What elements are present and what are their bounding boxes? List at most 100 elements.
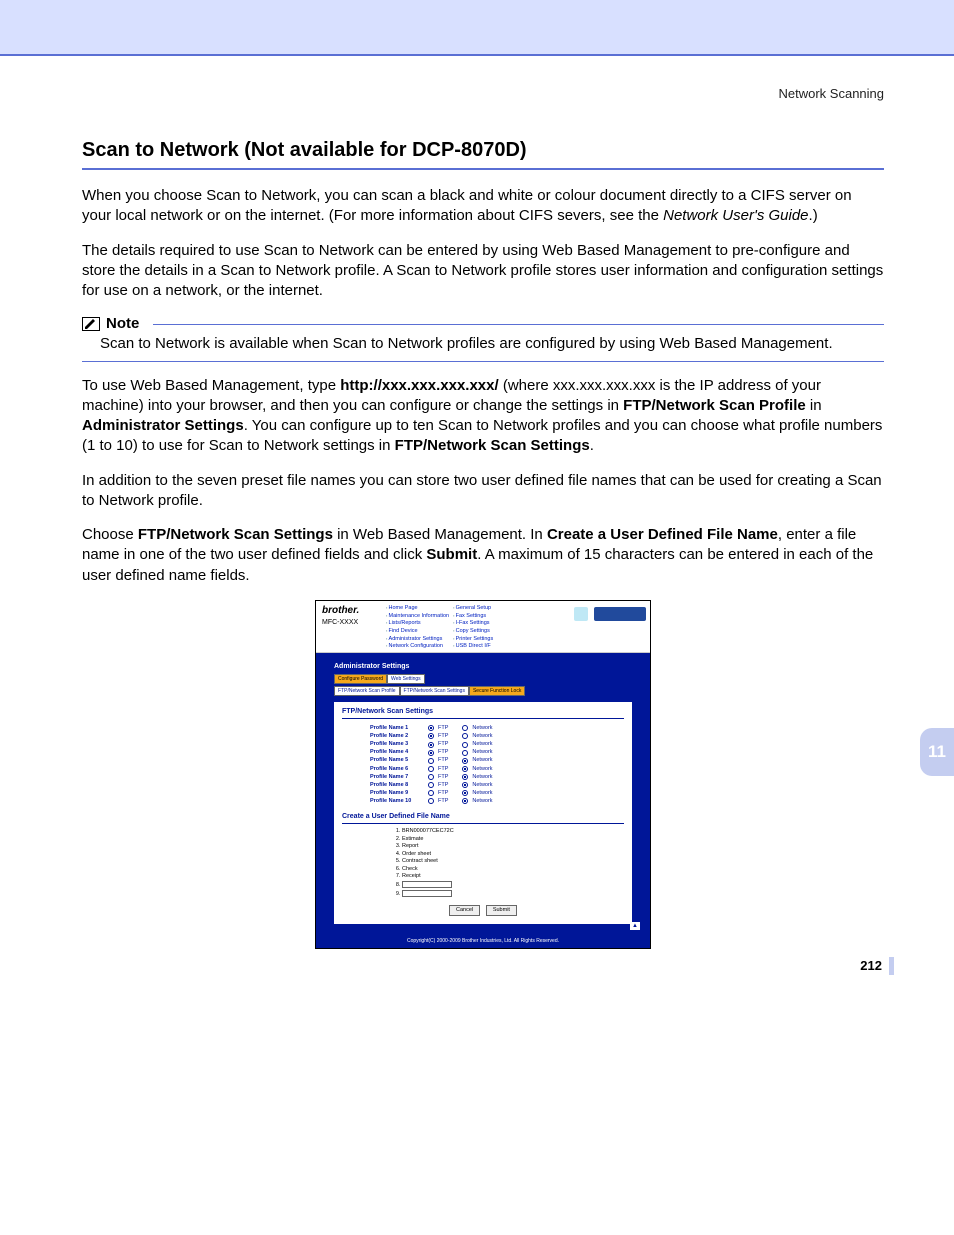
radio-network[interactable]: [462, 766, 468, 772]
radio-ftp[interactable]: [428, 766, 434, 772]
title-rule: [82, 168, 884, 170]
nav-link[interactable]: Printer Settings: [453, 635, 493, 643]
text-bold: FTP/Network Scan Settings: [138, 526, 333, 543]
radio-network[interactable]: [462, 774, 468, 780]
subtab[interactable]: FTP/Network Scan Settings: [400, 686, 469, 696]
radio-label: FTP: [438, 782, 448, 789]
profiles-list: Profile Name 1FTPNetworkProfile Name 2FT…: [342, 725, 624, 804]
copyright-text: Copyright(C) 2000-2009 Brother Industrie…: [407, 938, 559, 944]
profile-row: Profile Name 2 FTP Network: [342, 733, 624, 740]
shot-logo: brother. MFC-XXXX: [322, 605, 380, 651]
radio-label: FTP: [438, 733, 448, 740]
page-number-bar: [889, 957, 894, 975]
shot-footer: ▲ Copyright(C) 2000-2009 Brother Industr…: [316, 934, 650, 948]
radio-network[interactable]: [462, 725, 468, 731]
nav-link[interactable]: Home Page: [386, 605, 449, 613]
brand-text: brother.: [322, 605, 380, 617]
udfn-title: Create a User Defined File Name: [342, 813, 624, 824]
radio-ftp[interactable]: [428, 758, 434, 764]
radio-ftp[interactable]: [428, 798, 434, 804]
radio-label: Network: [472, 766, 492, 773]
text-bold: FTP/Network Scan Settings: [395, 437, 590, 454]
text-bold: Create a User Defined File Name: [547, 526, 778, 543]
radio-label: Network: [472, 790, 492, 797]
preset-item: Contract sheet: [402, 858, 624, 865]
note-bottom-rule: [82, 361, 884, 362]
filename-input[interactable]: [402, 890, 452, 897]
shot-header: brother. MFC-XXXX Home PageMaintenance I…: [316, 601, 650, 654]
radio-ftp[interactable]: [428, 733, 434, 739]
profile-row: Profile Name 4FTPNetwork: [342, 749, 624, 756]
text: .): [809, 207, 818, 224]
scroll-top-icon[interactable]: ▲: [630, 922, 640, 930]
nav-link[interactable]: Network Configuration: [386, 643, 449, 651]
radio-label: Network: [472, 725, 492, 732]
para-4: In addition to the seven preset file nam…: [82, 471, 884, 512]
radio-network[interactable]: [462, 798, 468, 804]
radio-ftp[interactable]: [428, 750, 434, 756]
nav-link[interactable]: Find Device: [386, 628, 449, 636]
radio-label: Network: [472, 741, 492, 748]
text-bold: http://xxx.xxx.xxx.xxx/: [340, 377, 498, 394]
profile-row: Profile Name 6FTPNetwork: [342, 766, 624, 773]
nav-link[interactable]: Maintenance Information: [386, 612, 449, 620]
text: Choose: [82, 526, 138, 543]
panel-title: FTP/Network Scan Settings: [342, 708, 624, 719]
preset-item: Estimate: [402, 836, 624, 843]
nav-link[interactable]: Lists/Reports: [386, 620, 449, 628]
radio-ftp[interactable]: [428, 725, 434, 731]
radio-network[interactable]: [462, 782, 468, 788]
preset-item: Order sheet: [402, 851, 624, 858]
tab-config-password[interactable]: Configure Password: [334, 674, 387, 684]
radio-network[interactable]: [462, 790, 468, 796]
profile-name: Profile Name 3: [370, 741, 424, 748]
radio-label: FTP: [438, 774, 448, 781]
preset-item: BRN000077CEC72C: [402, 828, 624, 835]
radio-network[interactable]: [462, 750, 468, 756]
tab-row-1: Configure Password Web Settings: [334, 674, 632, 684]
radio-ftp[interactable]: [428, 790, 434, 796]
user-defined-item: [402, 890, 624, 898]
radio-ftp[interactable]: [428, 782, 434, 788]
nav-link[interactable]: Copy Settings: [453, 628, 493, 636]
note-label: Note: [106, 315, 139, 332]
nav-link[interactable]: USB Direct I/F: [453, 643, 493, 651]
radio-label: Network: [472, 749, 492, 756]
nav-link[interactable]: General Setup: [453, 605, 493, 613]
radio-label: Network: [472, 798, 492, 805]
para-2: The details required to use Scan to Netw…: [82, 241, 884, 302]
note-rule: [153, 324, 884, 325]
para-5: Choose FTP/Network Scan Settings in Web …: [82, 525, 884, 586]
subtab[interactable]: FTP/Network Scan Profile: [334, 686, 400, 696]
profile-row: Profile Name 3FTPNetwork: [342, 741, 624, 748]
profile-name: Profile Name 10: [370, 798, 424, 805]
radio-network[interactable]: [462, 742, 468, 748]
cancel-button[interactable]: Cancel: [449, 905, 480, 916]
radio-ftp[interactable]: [428, 774, 434, 780]
nav-link[interactable]: Administrator Settings: [386, 635, 449, 643]
profile-name: Profile Name 1: [370, 725, 424, 732]
submit-button[interactable]: Submit: [486, 905, 517, 916]
radio-label: Network: [472, 733, 492, 740]
profile-name: Profile Name 2: [370, 733, 424, 740]
text: in: [806, 397, 822, 414]
radio-network[interactable]: [462, 733, 468, 739]
page-number: 212: [860, 958, 882, 973]
radio-ftp[interactable]: [428, 742, 434, 748]
profile-row: Profile Name 7FTPNetwork: [342, 774, 624, 781]
nav-link[interactable]: Fax Settings: [453, 612, 493, 620]
profile-name: Profile Name 6: [370, 766, 424, 773]
radio-label: FTP: [438, 798, 448, 805]
filename-input[interactable]: [402, 881, 452, 888]
radio-network[interactable]: [462, 758, 468, 764]
admin-header: Administrator Settings: [334, 663, 632, 671]
nav-col-right: General SetupFax SettingsI-Fax SettingsC…: [453, 605, 493, 651]
user-defined-item: [402, 881, 624, 889]
nav-link[interactable]: I-Fax Settings: [453, 620, 493, 628]
tab-web-settings[interactable]: Web Settings: [387, 674, 425, 684]
solutions-badge: [594, 607, 646, 621]
radio-label: FTP: [438, 790, 448, 797]
subtab[interactable]: Secure Function Lock: [469, 686, 525, 696]
text-bold: FTP/Network Scan Profile: [623, 397, 806, 414]
profile-row: Profile Name 1FTPNetwork: [342, 725, 624, 732]
